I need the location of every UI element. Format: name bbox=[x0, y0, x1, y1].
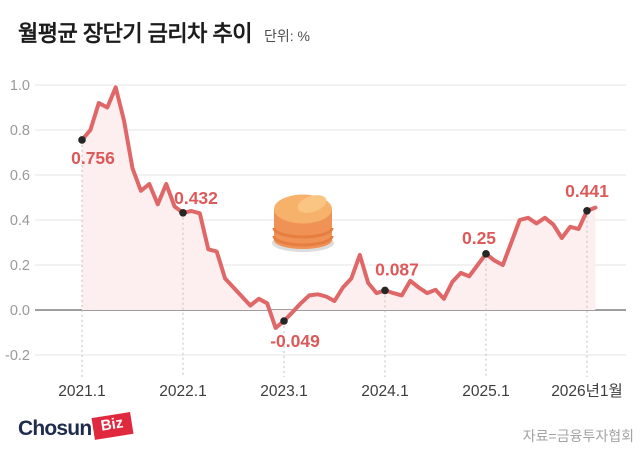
data-labels: 0.756 0.432 -0.049 0.087 0.25 0.441 bbox=[71, 148, 609, 351]
svg-text:0.087: 0.087 bbox=[375, 259, 419, 279]
pancake-stripe bbox=[272, 235, 334, 247]
svg-text:2022.1: 2022.1 bbox=[159, 383, 206, 400]
pancakes-illustration bbox=[272, 194, 334, 252]
biz-flag: Biz bbox=[91, 412, 134, 440]
unit-label: 단위: % bbox=[263, 28, 310, 44]
area-fill bbox=[82, 87, 596, 328]
svg-text:0.2: 0.2 bbox=[10, 258, 30, 274]
line-series bbox=[80, 85, 598, 330]
biz-logo-text: Biz bbox=[99, 414, 125, 435]
svg-text:0.4: 0.4 bbox=[10, 213, 30, 229]
svg-text:0.0: 0.0 bbox=[10, 303, 30, 319]
chosunbiz-logo: Chosun Biz bbox=[18, 412, 134, 444]
chart-header: 월평균 장단기 금리차 추이 단위: % bbox=[18, 16, 310, 48]
svg-text:2021.1: 2021.1 bbox=[58, 383, 105, 400]
marker-dotted-lines bbox=[81, 144, 588, 377]
pancake-stripe bbox=[272, 227, 334, 239]
svg-text:2026년1월: 2026년1월 bbox=[551, 382, 623, 400]
svg-text:-0.049: -0.049 bbox=[270, 331, 320, 351]
page-title: 월평균 장단기 금리차 추이 bbox=[18, 21, 252, 46]
data-markers bbox=[78, 136, 591, 325]
pancake-highlight bbox=[297, 195, 327, 213]
chosun-logo-text: Chosun bbox=[18, 417, 92, 440]
svg-text:2024.1: 2024.1 bbox=[361, 383, 408, 400]
y-axis-labels: 1.0 0.8 0.6 0.4 0.2 0.0 -0.2 bbox=[5, 78, 30, 364]
svg-text:0.432: 0.432 bbox=[174, 188, 218, 208]
x-axis-labels: 2021.1 2022.1 2023.1 2024.1 2025.1 2026년1월 bbox=[58, 382, 623, 400]
svg-text:0.8: 0.8 bbox=[10, 123, 30, 139]
svg-text:2023.1: 2023.1 bbox=[260, 383, 307, 400]
svg-text:2025.1: 2025.1 bbox=[462, 383, 509, 400]
svg-text:0.441: 0.441 bbox=[565, 181, 609, 201]
svg-text:-0.2: -0.2 bbox=[5, 348, 30, 364]
svg-text:0.25: 0.25 bbox=[462, 228, 496, 248]
svg-text:0.6: 0.6 bbox=[10, 168, 30, 184]
source-credit: 자료=금융투자협회 bbox=[522, 428, 634, 444]
svg-text:1.0: 1.0 bbox=[10, 78, 30, 94]
svg-text:0.756: 0.756 bbox=[71, 148, 115, 168]
